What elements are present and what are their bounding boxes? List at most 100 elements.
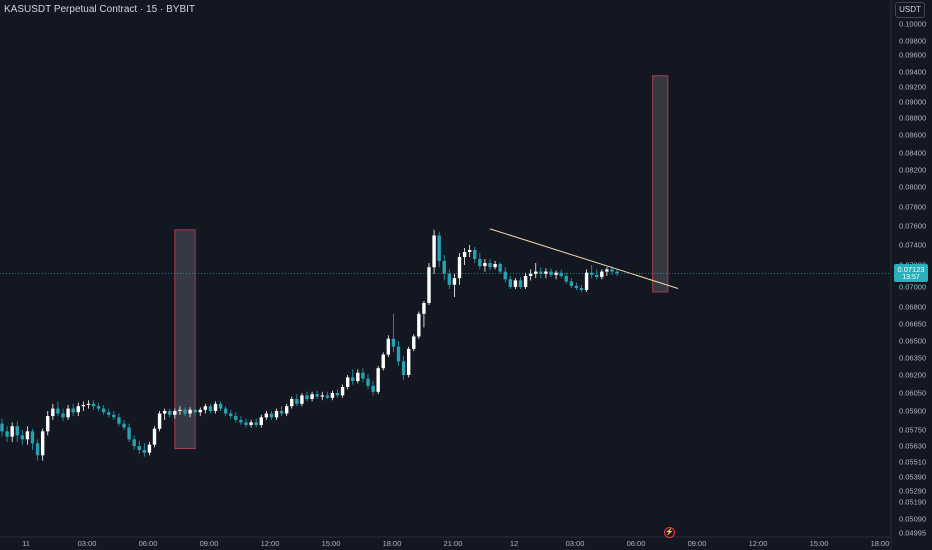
- candle: [15, 421, 19, 442]
- candle-body: [396, 346, 401, 362]
- price-tick-label: 0.05750: [899, 425, 927, 435]
- candle: [173, 408, 177, 419]
- candle: [422, 301, 426, 328]
- time-tick-label: 18:00: [382, 539, 402, 548]
- candle: [279, 406, 284, 417]
- price-tick-label: 0.09000: [899, 97, 927, 107]
- candle-body: [290, 399, 294, 407]
- candle-body: [600, 271, 604, 278]
- candle-body: [96, 406, 101, 409]
- candle: [81, 401, 86, 411]
- candle: [112, 411, 116, 420]
- time-tick-label: 09:00: [199, 539, 219, 548]
- candle: [178, 406, 182, 415]
- price-tick-label: 0.06350: [899, 353, 927, 363]
- price-tick-label: 0.06800: [899, 302, 927, 312]
- candle: [30, 428, 35, 450]
- candle: [340, 384, 345, 398]
- candle: [91, 400, 96, 410]
- candle: [539, 267, 543, 279]
- candle: [401, 355, 406, 380]
- candle: [442, 255, 446, 281]
- candle-body: [386, 338, 391, 355]
- candle: [330, 390, 335, 401]
- candle: [20, 430, 25, 445]
- candle: [544, 268, 548, 279]
- candle: [366, 373, 370, 390]
- price-tick-label: 0.10000: [899, 19, 927, 29]
- candle: [71, 403, 75, 417]
- candle-body: [483, 263, 487, 267]
- symbol-title[interactable]: KASUSDT Perpetual Contract · 15 · BYBIT: [4, 4, 196, 15]
- candle: [142, 443, 147, 457]
- candle: [40, 428, 45, 461]
- candle-body: [554, 272, 558, 275]
- candle: [579, 284, 584, 292]
- candle: [478, 253, 482, 270]
- candle-body: [518, 280, 523, 287]
- candle: [513, 278, 518, 289]
- candle: [198, 407, 202, 417]
- price-axis[interactable]: 0.10000 0.09800 0.09600 0.09400 0.09200 0.090…: [891, 0, 932, 538]
- candle: [315, 390, 319, 399]
- price-tick-label: 0.08800: [899, 113, 927, 123]
- candle: [25, 426, 30, 445]
- candle-body: [427, 267, 431, 303]
- candle: [46, 411, 50, 436]
- candle: [51, 403, 55, 420]
- candle-body: [173, 411, 177, 415]
- time-tick-label: 09:00: [687, 539, 707, 548]
- candle-body: [300, 395, 304, 404]
- candle-body: [284, 406, 289, 414]
- candle: [615, 269, 619, 276]
- price-tick-label: 0.05290: [899, 486, 927, 496]
- candle: [605, 267, 609, 276]
- candle-body: [330, 393, 335, 398]
- candle-body: [66, 408, 70, 418]
- candle: [549, 268, 553, 278]
- candle-body: [605, 269, 609, 272]
- candle-body: [422, 303, 426, 314]
- candle-body: [30, 431, 35, 444]
- lightning-icon[interactable]: ⚡: [664, 527, 675, 538]
- candle-body: [325, 395, 330, 398]
- candle-body: [315, 394, 319, 397]
- candle: [66, 405, 70, 420]
- candle-body: [183, 409, 187, 414]
- candle: [290, 396, 294, 409]
- candle: [208, 403, 213, 414]
- highlight-zones: [174, 75, 669, 450]
- candle-body: [498, 264, 502, 272]
- time-axis[interactable]: 11 03:00 06:00 09:00 12:00 15:00 18:00 21:00 12 0…: [0, 537, 891, 550]
- candle-body: [345, 377, 350, 387]
- price-tick-label: 0.05090: [899, 514, 927, 524]
- candle-body: [366, 378, 370, 386]
- candle: [371, 381, 375, 396]
- candle: [96, 402, 101, 411]
- candle: [218, 401, 223, 411]
- candle-body: [117, 417, 121, 424]
- candle-body: [462, 252, 467, 257]
- candle-body: [81, 405, 86, 407]
- candle: [483, 259, 487, 272]
- candle: [244, 418, 248, 428]
- candle-body: [320, 395, 324, 397]
- candle: [503, 267, 507, 283]
- candle: [589, 265, 594, 279]
- highlight-zone[interactable]: [174, 229, 196, 450]
- candle: [122, 419, 126, 430]
- candle: [101, 405, 106, 415]
- candle-body: [112, 414, 116, 418]
- candle-body: [213, 403, 218, 411]
- candle: [213, 401, 218, 414]
- candle: [320, 391, 324, 401]
- candle-body: [417, 313, 421, 337]
- highlight-zone[interactable]: [652, 75, 669, 293]
- candle: [437, 231, 441, 268]
- candle-body: [513, 280, 518, 287]
- candle: [147, 442, 152, 456]
- trendline[interactable]: [489, 228, 679, 289]
- candle-body: [142, 450, 147, 453]
- currency-button[interactable]: USDT: [895, 2, 925, 18]
